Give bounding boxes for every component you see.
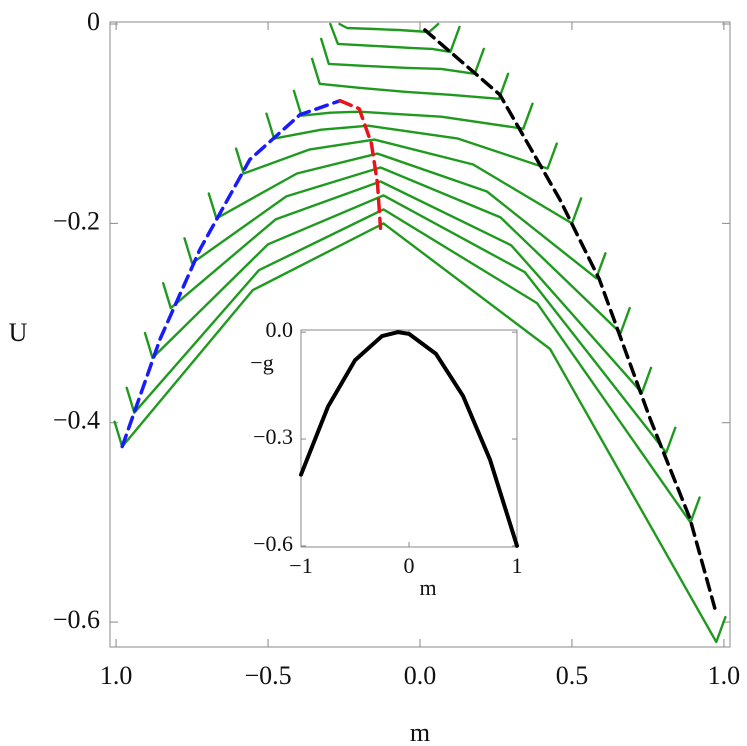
curve [234, 138, 583, 225]
curve [310, 57, 510, 101]
x-tick-label: 0 [404, 553, 415, 578]
x-axis-label: m [419, 575, 436, 600]
x-tick-label: 0.0 [404, 661, 437, 690]
curve [292, 89, 534, 130]
dashed-curve [120, 98, 342, 449]
curve [265, 112, 558, 170]
y-tick-label: 0 [87, 7, 100, 36]
x-tick-label: 1.0 [708, 661, 741, 690]
curve [299, 330, 519, 548]
x-axis-label: m [410, 718, 430, 746]
y-tick-label: −0.6 [53, 605, 100, 634]
y-tick-label: −0.3 [253, 424, 293, 449]
dashed-curve [338, 98, 383, 231]
x-tick-label: −0.5 [244, 661, 291, 690]
y-axis-label: U [9, 318, 28, 347]
y-tick-label: −0.6 [253, 531, 293, 556]
plot-frame [300, 329, 518, 548]
x-tick-label: −1 [289, 553, 312, 578]
curve [329, 22, 461, 54]
y-tick-label: −0.4 [53, 406, 100, 435]
x-tick-label: 1.0 [100, 661, 133, 690]
x-tick-label: 1 [512, 553, 523, 578]
x-tick-label: 0.5 [556, 661, 589, 690]
y-tick-label: −0.2 [53, 206, 100, 235]
y-axis-label: −g [250, 350, 273, 375]
y-tick-label: 0.0 [266, 317, 294, 342]
dashed-curve [423, 28, 717, 610]
